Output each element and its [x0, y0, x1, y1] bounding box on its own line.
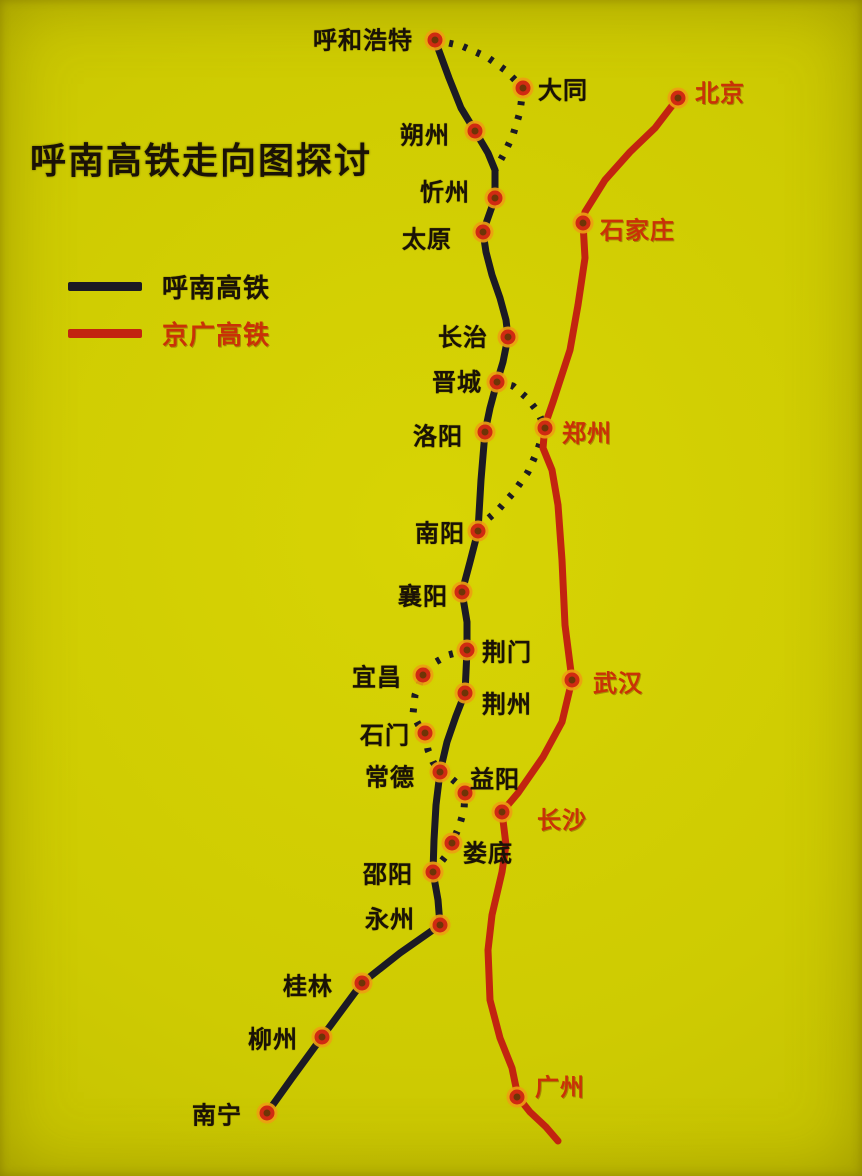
station-label-jingzhou: 荆州 — [482, 691, 532, 719]
station-label-changde: 常德 — [365, 764, 415, 792]
station-marker-yiyang — [457, 785, 473, 801]
station-marker-shuozhou — [467, 123, 483, 139]
station-marker-huhehaote — [427, 32, 443, 48]
station-label-zhengzhou: 郑州 — [562, 420, 612, 448]
station-marker-changzhi — [500, 329, 516, 345]
station-label-datong: 大同 — [538, 77, 588, 105]
station-label-shuozhou: 朔州 — [400, 122, 450, 150]
station-label-shijiazhuang: 石家庄 — [600, 217, 675, 245]
station-marker-nanyang — [470, 523, 486, 539]
station-label-xinzhou: 忻州 — [420, 179, 470, 207]
station-label-beijing: 北京 — [695, 80, 745, 108]
legend-label-hunan: 呼南高铁 — [162, 273, 271, 303]
station-marker-datong — [515, 80, 531, 96]
legend-swatch-hunan-line — [68, 282, 142, 291]
legend-swatch-jingguang-line — [68, 329, 142, 338]
station-marker-shijiazhuang — [575, 215, 591, 231]
station-label-shimen: 石门 — [360, 722, 410, 750]
station-label-liuzhou: 柳州 — [248, 1026, 298, 1054]
station-label-wuhan: 武汉 — [593, 670, 643, 698]
station-marker-yichang — [415, 667, 431, 683]
station-label-guilin: 桂林 — [283, 973, 333, 1001]
legend-label-jingguang: 京广高铁 — [162, 320, 271, 350]
station-marker-beijing — [670, 90, 686, 106]
station-label-changsha: 长沙 — [537, 807, 587, 835]
station-marker-shimen — [417, 725, 433, 741]
station-label-huhehaote: 呼和浩特 — [313, 27, 413, 55]
station-marker-jingmen — [459, 642, 475, 658]
station-marker-guangzhou — [509, 1089, 525, 1105]
station-label-changzhi: 长治 — [438, 324, 488, 352]
station-marker-changsha — [494, 804, 510, 820]
station-marker-zhengzhou — [537, 420, 553, 436]
station-label-xiangyang: 襄阳 — [398, 583, 448, 611]
station-label-nanning: 南宁 — [192, 1102, 242, 1130]
route-alt-huhehaote-datong-xinzhou — [434, 36, 527, 172]
route-alt-jingmen-yichang-shimen-changde — [409, 646, 468, 775]
station-marker-taiyuan — [475, 224, 491, 240]
map-title: 呼南高铁走向图探讨 — [30, 140, 373, 181]
station-label-yiyang: 益阳 — [470, 766, 520, 794]
station-marker-guilin — [354, 975, 370, 991]
station-label-yichang: 宜昌 — [352, 664, 402, 692]
station-marker-jingzhou — [457, 685, 473, 701]
station-marker-liuzhou — [314, 1029, 330, 1045]
station-label-shaoyang: 邵阳 — [363, 861, 413, 889]
station-marker-luoyang — [477, 424, 493, 440]
station-label-taiyuan: 太原 — [402, 226, 452, 254]
station-label-guangzhou: 广州 — [535, 1074, 585, 1102]
station-label-jingmen: 荆门 — [482, 639, 532, 667]
station-marker-wuhan — [564, 672, 580, 688]
station-label-loudi: 娄底 — [463, 840, 513, 868]
legend-item-jingguang: 京广高铁 — [68, 310, 270, 357]
station-marker-jincheng — [489, 374, 505, 390]
legend-item-hunan: 呼南高铁 — [68, 263, 270, 310]
station-marker-yongzhou — [432, 917, 448, 933]
legend: 呼南高铁 京广高铁 — [68, 263, 270, 357]
station-marker-nanning — [259, 1105, 275, 1121]
station-label-jincheng: 晋城 — [432, 369, 482, 397]
station-label-nanyang: 南阳 — [415, 520, 465, 548]
station-marker-changde — [432, 764, 448, 780]
route-jingguang-hsr — [484, 94, 682, 1145]
route-alt-changde-yiyang-loudi-shaoyang — [430, 768, 469, 875]
station-label-yongzhou: 永州 — [365, 906, 415, 934]
station-marker-loudi — [444, 835, 460, 851]
station-label-luoyang: 洛阳 — [413, 423, 463, 451]
station-marker-xinzhou — [487, 190, 503, 206]
route-hunan-hsr-main — [263, 36, 512, 1117]
station-marker-xiangyang — [454, 584, 470, 600]
station-marker-shaoyang — [425, 864, 441, 880]
